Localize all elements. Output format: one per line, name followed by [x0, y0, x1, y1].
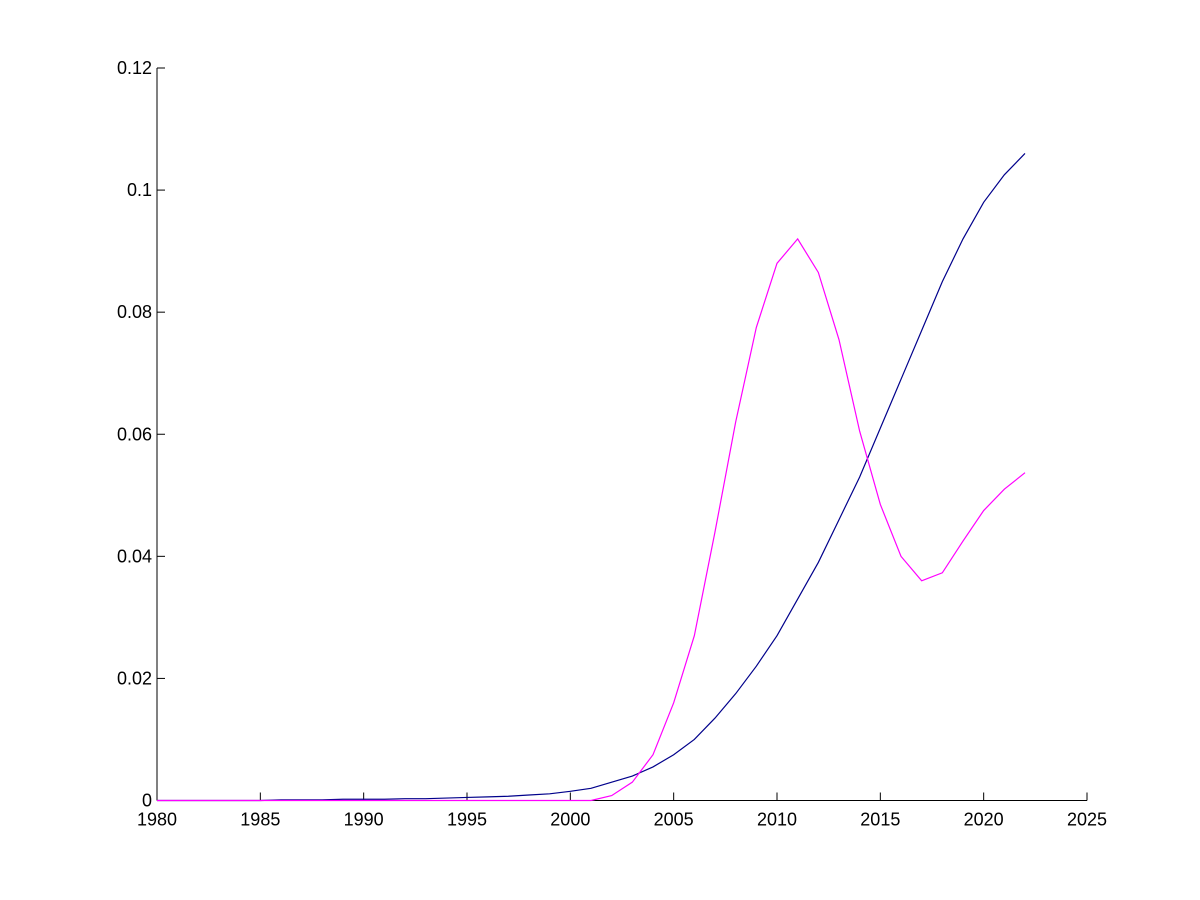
y-tick-label: 0.08 [117, 302, 152, 322]
x-tick-label: 2020 [964, 810, 1004, 830]
series-line [157, 153, 1026, 802]
y-tick-label: 0.1 [127, 180, 152, 200]
x-tick-label: 1980 [137, 810, 177, 830]
x-tick-label: 2025 [1067, 810, 1107, 830]
x-tick-label: 2015 [860, 810, 900, 830]
x-tick-label: 2005 [654, 810, 694, 830]
x-tick-label: 1995 [447, 810, 487, 830]
series-line [157, 237, 1026, 802]
y-tick-label: 0 [142, 791, 152, 811]
y-tick-label: 0.06 [117, 424, 152, 444]
y-tick-label: 0.12 [117, 58, 152, 78]
x-tick-label: 2010 [757, 810, 797, 830]
x-tick-label: 1985 [240, 810, 280, 830]
y-tick-label: 0.04 [117, 546, 152, 566]
x-tick-label: 1990 [344, 810, 384, 830]
y-tick-label: 0.02 [117, 668, 152, 688]
x-tick-label: 2000 [550, 810, 590, 830]
